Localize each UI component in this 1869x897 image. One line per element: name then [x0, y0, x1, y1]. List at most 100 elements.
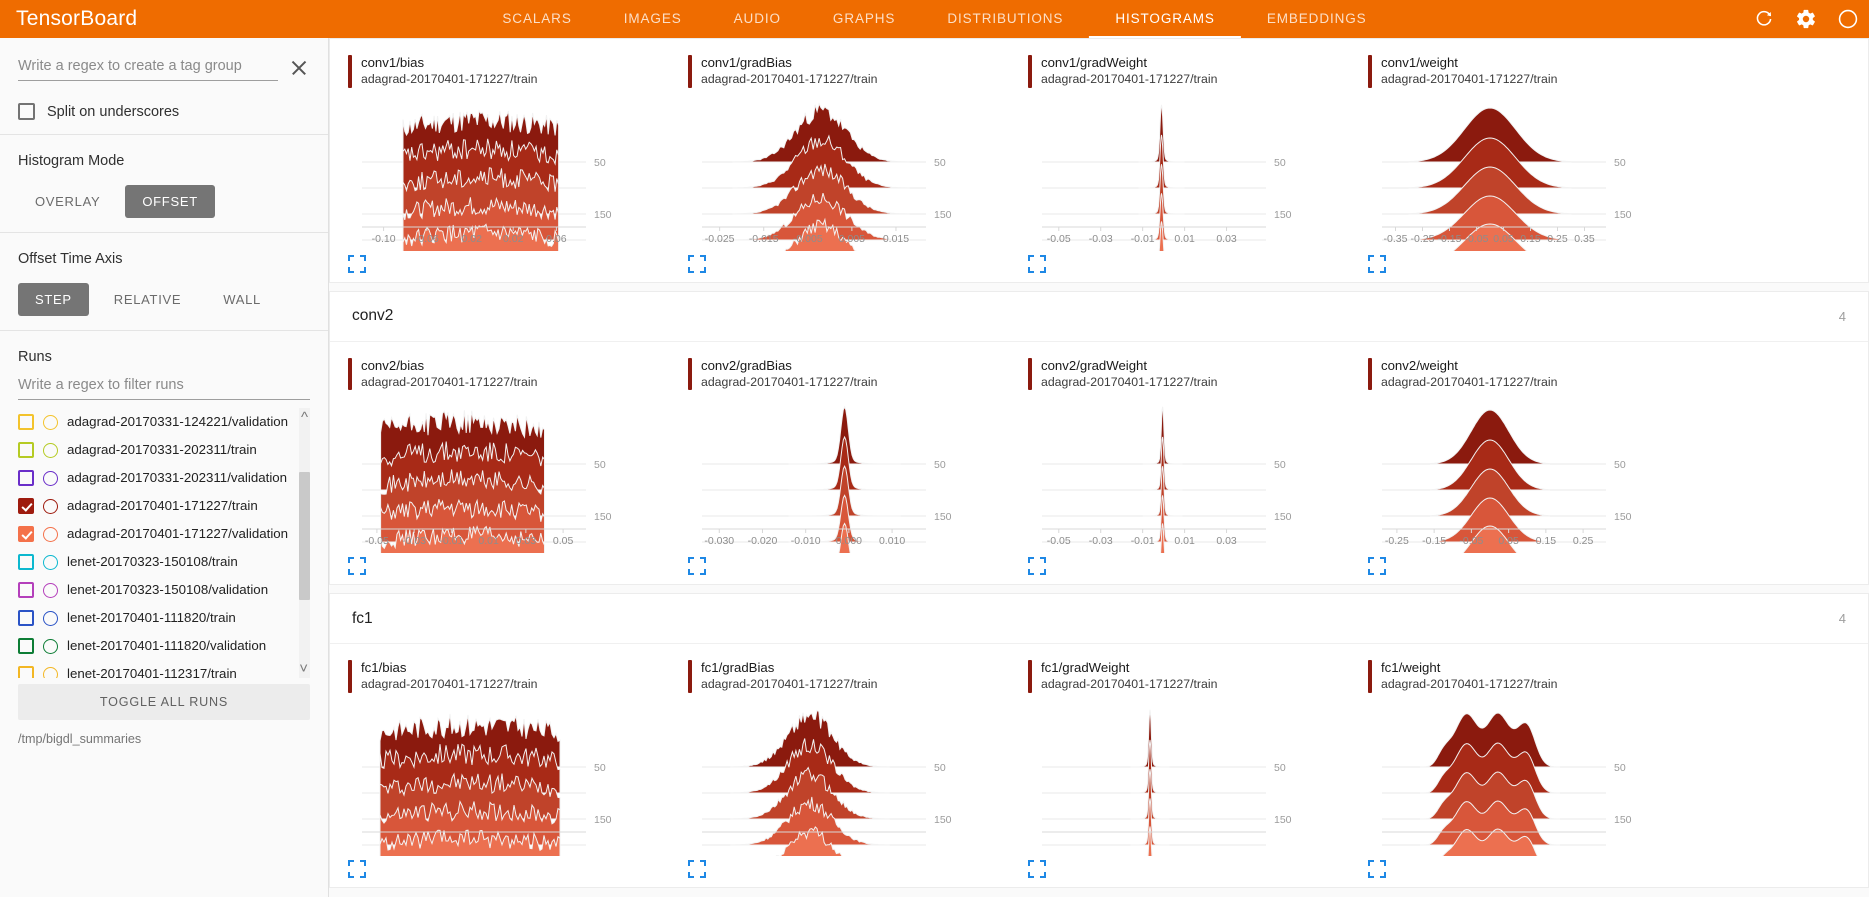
run-item[interactable]: lenet-20170401-112317/train — [18, 660, 294, 678]
runs-list[interactable]: adagrad-20170331-124221/validation adagra… — [18, 408, 310, 678]
histogram-plot-area[interactable]: 50 150 -0.10 -0.06 -0.02 0.02 0.06 — [348, 96, 658, 251]
histogram-plot-area[interactable]: 50 150 -0.35 -0.25 -0.15 -0.05 0.05 0.15 0.25 0.3… — [1368, 96, 1678, 251]
run-item[interactable]: adagrad-20170401-171227/train — [18, 492, 294, 520]
expand-icon[interactable] — [1028, 254, 1046, 273]
histogram-plot[interactable]: 50 150 — [1368, 701, 1678, 856]
expand-icon[interactable] — [688, 859, 706, 878]
run-checkbox[interactable] — [18, 414, 34, 430]
histogram-plot[interactable]: 50 150 -0.25 -0.15 -0.05 0.05 0.15 0.25 — [1368, 398, 1678, 554]
expand-icon[interactable] — [348, 859, 366, 878]
histogram-card[interactable]: fc1/gradBias adagrad-20170401-171227/trai… — [670, 650, 1010, 887]
scroll-up-icon[interactable]: ^ — [300, 409, 308, 426]
histogram-plot[interactable]: 50 150 -0.05 -0.03 -0.01 0.01 0.03 0.05 — [348, 398, 658, 554]
run-item[interactable]: adagrad-20170331-202311/validation — [18, 464, 294, 492]
histogram-plot-area[interactable]: 50 150 -0.05 -0.03 -0.01 0.01 0.03 — [1028, 398, 1338, 554]
expand-icon[interactable] — [1368, 859, 1386, 878]
run-item[interactable]: adagrad-20170401-171227/validation — [18, 520, 294, 548]
run-color-dot[interactable] — [43, 498, 58, 514]
nav-tab-audio[interactable]: AUDIO — [733, 10, 781, 26]
expand-icon[interactable] — [348, 557, 366, 576]
histogram-plot[interactable]: 50 150 — [1028, 701, 1338, 856]
histogram-plot-area[interactable]: 50 150 -0.025 -0.015 -0.005 0.005 0.015 — [688, 96, 998, 251]
histogram-plot-area[interactable]: 50 150 -0.25 -0.15 -0.05 0.05 0.15 0.25 — [1368, 398, 1678, 554]
nav-tab-graphs[interactable]: GRAPHS — [832, 10, 896, 26]
run-checkbox[interactable] — [18, 554, 34, 570]
histogram-card[interactable]: conv1/gradWeight adagrad-20170401-171227/… — [1010, 45, 1350, 282]
histogram-plot-area[interactable]: 50 150 -0.05 -0.03 -0.01 0.01 0.03 — [1028, 96, 1338, 251]
run-color-dot[interactable] — [43, 442, 58, 458]
run-color-dot[interactable] — [43, 554, 58, 570]
nav-tab-embeddings[interactable]: EMBEDDINGS — [1266, 10, 1367, 26]
gear-icon[interactable] — [1795, 8, 1817, 30]
histogram-mode-offset-button[interactable]: OFFSET — [125, 185, 215, 218]
histogram-plot-area[interactable]: 50 150 — [688, 701, 998, 856]
histogram-plot[interactable]: 50 150 -0.05 -0.03 -0.01 0.01 0.03 — [1028, 96, 1338, 251]
expand-icon[interactable] — [1028, 557, 1046, 576]
run-color-dot[interactable] — [43, 638, 58, 654]
run-item[interactable]: adagrad-20170331-202311/train — [18, 436, 294, 464]
run-color-dot[interactable] — [43, 470, 58, 486]
scroll-down-icon[interactable]: ˅ — [299, 660, 308, 677]
expand-icon[interactable] — [688, 557, 706, 576]
histogram-card[interactable]: conv2/weight adagrad-20170401-171227/trai… — [1350, 348, 1690, 585]
runs-scrollbar[interactable] — [299, 408, 310, 678]
histogram-card[interactable]: conv1/weight adagrad-20170401-171227/trai… — [1350, 45, 1690, 282]
split-on-underscores-row[interactable]: Split on underscores — [18, 103, 310, 120]
run-item[interactable]: lenet-20170323-150108/train — [18, 548, 294, 576]
run-checkbox[interactable] — [18, 470, 34, 486]
histogram-plot-area[interactable]: 50 150 — [1028, 701, 1338, 856]
run-item[interactable]: lenet-20170323-150108/validation — [18, 576, 294, 604]
split-on-underscores-checkbox[interactable] — [18, 103, 35, 120]
runs-filter-input[interactable] — [18, 375, 310, 400]
histogram-card[interactable]: conv2/bias adagrad-20170401-171227/train 5… — [330, 348, 670, 585]
histogram-plot-area[interactable]: 50 150 -0.030 -0.020 -0.010 0.000 0.010 — [688, 398, 998, 554]
run-item[interactable]: lenet-20170401-111820/validation — [18, 632, 294, 660]
histogram-plot[interactable]: 50 150 -0.10 -0.06 -0.02 0.02 0.06 — [348, 96, 658, 251]
nav-tab-scalars[interactable]: SCALARS — [502, 10, 572, 26]
histogram-card[interactable]: conv1/bias adagrad-20170401-171227/train 5… — [330, 45, 670, 282]
histogram-plot-area[interactable]: 50 150 -0.05 -0.03 -0.01 0.01 0.03 0.05 — [348, 398, 658, 554]
run-color-dot[interactable] — [43, 526, 58, 542]
nav-tab-images[interactable]: IMAGES — [623, 10, 682, 26]
run-item[interactable]: lenet-20170401-111820/train — [18, 604, 294, 632]
tag-regex-input[interactable] — [18, 56, 278, 81]
run-color-dot[interactable] — [43, 582, 58, 598]
nav-tab-distributions[interactable]: DISTRIBUTIONS — [947, 10, 1064, 26]
expand-icon[interactable] — [1368, 254, 1386, 273]
expand-icon[interactable] — [348, 254, 366, 273]
histogram-dashboard[interactable]: conv1/bias adagrad-20170401-171227/train 5… — [329, 38, 1869, 897]
histogram-card[interactable]: fc1/bias adagrad-20170401-171227/train 50 1… — [330, 650, 670, 887]
offset-time-axis-relative-button[interactable]: RELATIVE — [97, 283, 199, 316]
run-checkbox[interactable] — [18, 666, 34, 678]
expand-icon[interactable] — [1028, 859, 1046, 878]
run-checkbox[interactable] — [18, 610, 34, 626]
histogram-card[interactable]: fc1/gradWeight adagrad-20170401-171227/tr… — [1010, 650, 1350, 887]
histogram-plot[interactable]: 50 150 — [688, 701, 998, 856]
expand-icon[interactable] — [1368, 557, 1386, 576]
run-checkbox[interactable] — [18, 582, 34, 598]
run-item[interactable]: adagrad-20170331-124221/validation — [18, 408, 294, 436]
run-color-dot[interactable] — [43, 666, 58, 678]
runs-scroll-thumb[interactable] — [299, 472, 310, 600]
tag-group-header[interactable]: fc1 4 — [330, 594, 1868, 645]
histogram-plot[interactable]: 50 150 -0.35 -0.25 -0.15 -0.05 0.05 0.15 0.25 0.3… — [1368, 96, 1678, 251]
close-icon[interactable] — [288, 57, 310, 79]
histogram-plot[interactable]: 50 150 — [348, 701, 658, 856]
tag-group-header[interactable]: conv2 4 — [330, 291, 1868, 342]
histogram-plot-area[interactable]: 50 150 — [1368, 701, 1678, 856]
offset-time-axis-wall-button[interactable]: WALL — [206, 283, 278, 316]
expand-icon[interactable] — [688, 254, 706, 273]
run-checkbox[interactable] — [18, 526, 34, 542]
histogram-card[interactable]: conv2/gradBias adagrad-20170401-171227/tr… — [670, 348, 1010, 585]
offset-time-axis-step-button[interactable]: STEP — [18, 283, 89, 316]
histogram-plot-area[interactable]: 50 150 — [348, 701, 658, 856]
histogram-plot[interactable]: 50 150 -0.030 -0.020 -0.010 0.000 0.010 — [688, 398, 998, 554]
help-icon[interactable] — [1837, 8, 1859, 30]
refresh-icon[interactable] — [1753, 8, 1775, 30]
histogram-plot[interactable]: 50 150 -0.025 -0.015 -0.005 0.005 0.015 — [688, 96, 998, 251]
nav-tab-histograms[interactable]: HISTOGRAMS — [1089, 0, 1241, 38]
histogram-card[interactable]: conv2/gradWeight adagrad-20170401-171227/… — [1010, 348, 1350, 585]
run-checkbox[interactable] — [18, 638, 34, 654]
histogram-plot[interactable]: 50 150 -0.05 -0.03 -0.01 0.01 0.03 — [1028, 398, 1338, 554]
histogram-mode-overlay-button[interactable]: OVERLAY — [18, 185, 117, 218]
